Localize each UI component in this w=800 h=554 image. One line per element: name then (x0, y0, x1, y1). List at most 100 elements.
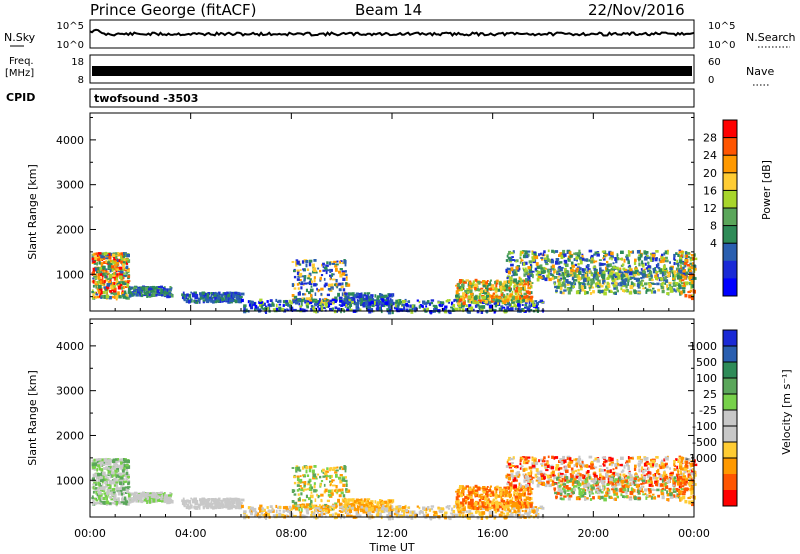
power-echo (152, 286, 155, 290)
power-echo (444, 310, 448, 314)
colorbar-tick-label: 4 (710, 237, 717, 250)
velocity-echo (343, 509, 346, 512)
power-echo (546, 255, 549, 259)
velocity-echo (334, 470, 337, 472)
velocity-echo (313, 489, 317, 493)
power-echo (98, 255, 103, 260)
power-echo (430, 302, 434, 305)
power-echo (97, 273, 101, 277)
velocity-echo (121, 487, 126, 491)
power-echo (358, 292, 362, 295)
velocity-echo (444, 516, 448, 520)
power-echo (533, 255, 535, 259)
velocity-echo (492, 498, 495, 501)
velocity-echo (501, 504, 504, 507)
velocity-echo (330, 492, 334, 496)
power-echo (369, 295, 372, 299)
power-echo (619, 267, 622, 270)
power-echo (102, 290, 106, 295)
power-echo (620, 274, 623, 278)
power-echo (552, 274, 555, 277)
velocity-echo (335, 516, 338, 519)
power-echo (666, 284, 668, 288)
power-echo (331, 273, 335, 276)
power-echo (280, 307, 285, 312)
power-echo (370, 294, 374, 297)
velocity-echo (300, 492, 303, 496)
velocity-echo (325, 476, 328, 481)
power-echo (93, 262, 97, 265)
power-echo (322, 306, 326, 309)
velocity-echo (348, 498, 351, 502)
power-echo (676, 289, 679, 292)
velocity-echo (311, 514, 314, 518)
power-echo (465, 304, 468, 307)
velocity-echo (235, 501, 239, 505)
power-echo (310, 308, 313, 312)
velocity-echo (534, 506, 538, 509)
power-echo (194, 296, 199, 300)
power-echo (191, 292, 196, 295)
velocity-echo (288, 510, 292, 514)
colorbar-tick-label: 8 (710, 220, 717, 233)
velocity-echo (163, 500, 167, 503)
power-echo (277, 300, 279, 303)
power-echo (522, 298, 526, 302)
velocity-echo (114, 469, 118, 473)
power-echo (301, 297, 304, 300)
power-echo (519, 253, 522, 256)
power-echo (653, 290, 657, 294)
velocity-echo (118, 458, 122, 463)
velocity-echo (371, 502, 374, 505)
power-echo (378, 306, 382, 311)
velocity-echo (113, 462, 116, 467)
colorbar-swatch (723, 190, 737, 209)
freq-unit: [MHz] (5, 68, 34, 79)
power-echo (304, 300, 308, 303)
power-echo (287, 303, 290, 307)
velocity-echo (527, 482, 531, 486)
velocity-echo (123, 459, 126, 464)
power-echo (643, 256, 648, 261)
power-echo (301, 260, 305, 264)
velocity-echo (478, 511, 482, 516)
power-echo (661, 283, 664, 286)
velocity-echo (319, 475, 322, 479)
power-echo (602, 257, 605, 260)
velocity-echo (322, 468, 325, 472)
velocity-echo (375, 508, 378, 513)
power-echo (680, 252, 683, 257)
power-echo (297, 298, 300, 302)
power-echo (306, 305, 309, 309)
power-echo (410, 310, 414, 314)
power-echo (275, 298, 278, 302)
power-echo (346, 308, 350, 311)
velocity-echo (119, 481, 123, 485)
power-echo (160, 294, 164, 296)
velocity-echo (484, 488, 488, 490)
velocity-echo (454, 504, 458, 508)
power-echo (665, 259, 669, 263)
power-echo (627, 250, 630, 254)
power-echo (461, 308, 465, 312)
power-echo (630, 281, 633, 285)
power-echo (519, 295, 521, 300)
power-echo (403, 306, 405, 311)
power-echo (592, 261, 596, 264)
velocity-echo (298, 478, 303, 483)
power-echo (533, 251, 537, 256)
power-ylabel: Slant Range [km] (26, 164, 39, 260)
power-echo (293, 275, 297, 279)
velocity-echo (373, 506, 376, 511)
power-echo (355, 307, 360, 311)
power-echo (450, 301, 454, 306)
power-echo (169, 286, 172, 289)
power-echo (460, 295, 463, 298)
power-echo (609, 263, 612, 268)
power-echo (115, 280, 119, 283)
power-echo (678, 287, 681, 290)
power-echo (691, 276, 696, 280)
power-echo (562, 277, 567, 280)
power-echo (260, 303, 264, 307)
